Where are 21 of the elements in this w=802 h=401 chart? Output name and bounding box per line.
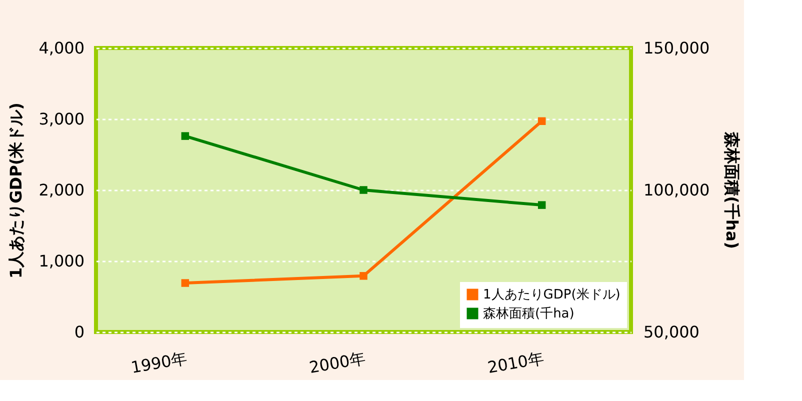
point <box>538 201 546 209</box>
y-tick-label: 4,000 <box>38 38 84 58</box>
legend-label: 森林面積(千ha) <box>483 306 574 322</box>
y-tick-label: 0 <box>74 322 84 342</box>
point <box>181 132 190 140</box>
y2-axis-title: 森林面積(千ha) <box>722 131 742 249</box>
point <box>538 117 546 126</box>
y2-tick-label: 100,000 <box>644 180 710 200</box>
x-tick-label: 2010年 <box>486 348 546 378</box>
point <box>181 279 190 287</box>
y-tick-label: 1,000 <box>38 252 84 270</box>
legend-label: 1人あたりGDP(米ドル) <box>483 288 620 302</box>
y-axis-title: 1人あたりGDP(米ドル) <box>6 102 26 278</box>
y-tick-label: 3,000 <box>38 110 84 128</box>
y2-tick-label: 50,000 <box>644 322 700 342</box>
y-tick-label: 2,000 <box>38 180 84 200</box>
y2-tick-label: 150,000 <box>644 38 710 58</box>
point <box>360 272 368 280</box>
x-tick-label: 2000年 <box>308 348 367 378</box>
point <box>360 186 368 194</box>
x-tick-label: 1990年 <box>129 348 189 378</box>
